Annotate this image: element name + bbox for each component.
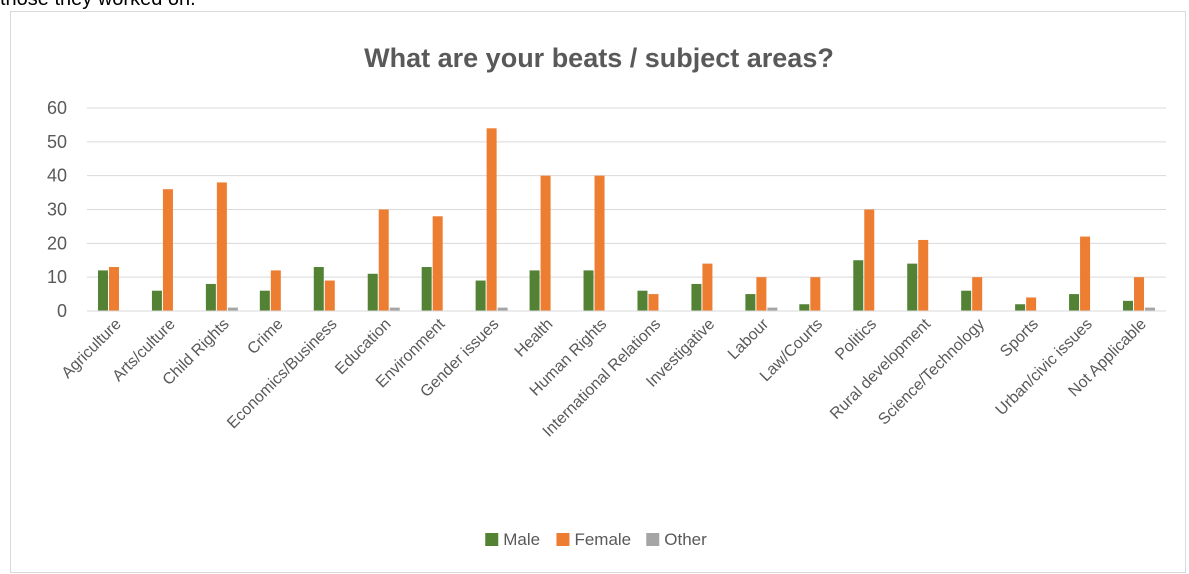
bar-female xyxy=(810,277,821,311)
bar-other xyxy=(389,307,400,311)
bar-male xyxy=(583,270,594,311)
chart-frame: What are your beats / subject areas? 0 10… xyxy=(10,11,1186,573)
y-axis-ticks: 0 10 20 30 40 50 60 xyxy=(47,98,67,321)
legend: Male Female Other xyxy=(485,530,707,549)
bar-female xyxy=(540,175,551,311)
category-label: Labour xyxy=(725,315,773,363)
document-text-fragment: those they worked on. xyxy=(0,0,196,11)
legend-swatch-other xyxy=(646,533,660,546)
bar-chart: What are your beats / subject areas? 0 10… xyxy=(47,43,1166,549)
bar-female xyxy=(378,209,389,311)
y-tick-label: 0 xyxy=(57,301,67,321)
bar-female xyxy=(1134,277,1145,311)
bar-female xyxy=(648,294,659,311)
bar-female xyxy=(756,277,767,311)
bar-female xyxy=(1080,236,1091,311)
category-label: Sports xyxy=(997,316,1042,361)
category-label: Health xyxy=(512,316,557,361)
legend-label-other: Other xyxy=(664,530,707,549)
category-label: Science/Technology xyxy=(875,316,988,429)
bar-female xyxy=(918,239,929,311)
bar-male xyxy=(637,290,648,311)
bar-female xyxy=(162,189,173,311)
bar-male xyxy=(97,270,108,311)
bar-female xyxy=(864,209,875,311)
bar-male xyxy=(529,270,540,311)
bar-male xyxy=(313,267,324,311)
category-label: Economics/Business xyxy=(224,316,340,432)
bar-female xyxy=(270,270,281,311)
bar-male xyxy=(421,267,432,311)
category-label: Politics xyxy=(832,316,880,364)
bar-female xyxy=(324,280,335,311)
legend-label-female: Female xyxy=(574,530,631,549)
bar-other xyxy=(767,307,778,311)
chart-title: What are your beats / subject areas? xyxy=(364,43,834,73)
bar-female xyxy=(972,277,983,311)
bar-male xyxy=(151,290,162,311)
bar-other xyxy=(1145,307,1156,311)
y-tick-label: 20 xyxy=(47,233,67,253)
category-label: Crime xyxy=(244,316,286,358)
bar-male xyxy=(853,260,864,311)
bar-male xyxy=(259,290,270,311)
legend-swatch-female xyxy=(556,533,570,546)
bar-male xyxy=(961,290,972,311)
category-label: Rural development xyxy=(827,315,934,422)
bar-female xyxy=(702,263,713,311)
legend-swatch-male xyxy=(485,533,499,546)
bar-male xyxy=(745,294,756,311)
bar-female xyxy=(486,128,497,311)
bar-female xyxy=(108,267,119,311)
category-label: Urban/civic issues xyxy=(993,316,1096,419)
bars xyxy=(97,128,1156,311)
bar-male xyxy=(367,273,378,311)
gridlines xyxy=(87,107,1166,278)
bar-male xyxy=(1069,294,1080,311)
bar-female xyxy=(1026,297,1037,311)
legend-label-male: Male xyxy=(503,530,540,549)
bar-male xyxy=(475,280,486,311)
y-tick-label: 10 xyxy=(47,267,67,287)
bar-male xyxy=(205,283,216,311)
bar-female xyxy=(216,182,227,311)
y-tick-label: 50 xyxy=(47,132,67,152)
bar-male xyxy=(1015,304,1026,311)
bar-other xyxy=(227,307,238,311)
bar-other xyxy=(497,307,508,311)
bar-male xyxy=(1123,300,1134,311)
bar-female xyxy=(432,216,443,311)
bar-male xyxy=(907,263,918,311)
y-tick-label: 60 xyxy=(47,98,67,118)
y-tick-label: 30 xyxy=(47,200,67,220)
y-tick-label: 40 xyxy=(47,166,67,186)
bar-male xyxy=(799,304,810,311)
bar-male xyxy=(691,283,702,311)
bar-female xyxy=(594,175,605,311)
